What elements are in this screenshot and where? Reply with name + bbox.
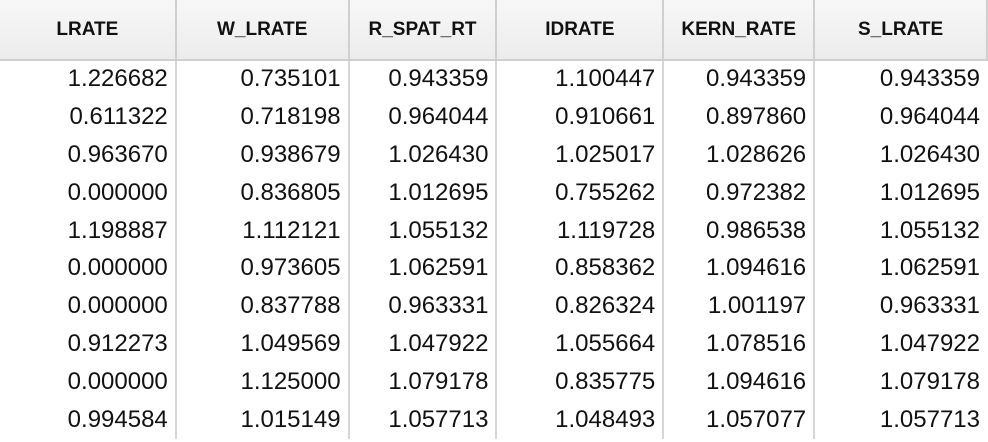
- table-row[interactable]: 0.000000 0.973605 1.062591 0.858362 1.094616…: [0, 249, 987, 288]
- table-cell[interactable]: 0.910661: [496, 97, 665, 136]
- table-cell[interactable]: 0.912273: [0, 325, 177, 364]
- table-cell[interactable]: 0.986538: [663, 211, 816, 250]
- table-cell[interactable]: 1.028626: [663, 135, 816, 174]
- table-cell[interactable]: 1.198887: [0, 211, 177, 250]
- table-cell[interactable]: 1.079178: [879, 368, 980, 396]
- table-body: 1.226682 0.735101 0.943359 1.100447 0.943359…: [0, 60, 987, 439]
- column-header-lrate[interactable]: LRATE: [0, 0, 177, 61]
- table-cell[interactable]: 0.000000: [0, 249, 177, 288]
- table-cell[interactable]: 1.100447: [496, 60, 665, 98]
- table-cell[interactable]: 0.835775: [496, 363, 665, 402]
- column-header-s-lrate[interactable]: S_LRATE: [813, 0, 988, 61]
- table-cell[interactable]: 1.078516: [663, 325, 816, 364]
- table-cell[interactable]: 1.025017: [496, 135, 665, 174]
- table-cell[interactable]: 1.094616: [663, 249, 816, 288]
- table-cell[interactable]: 0.000000: [0, 173, 177, 212]
- table-cell[interactable]: 0.943359: [879, 65, 980, 93]
- table-cell[interactable]: 1.055664: [496, 325, 665, 364]
- table-cell[interactable]: 1.112121: [175, 211, 350, 250]
- table-cell[interactable]: 1.057077: [663, 401, 816, 439]
- table-cell[interactable]: 1.062591: [348, 249, 498, 288]
- table-cell[interactable]: 0.897860: [663, 97, 816, 136]
- table-cell[interactable]: 0.755262: [496, 173, 665, 212]
- table-cell[interactable]: 1.094616: [663, 363, 816, 402]
- table-cell[interactable]: 0.994584: [0, 401, 177, 439]
- table-cell[interactable]: 1.119728: [496, 211, 665, 250]
- table-cell[interactable]: 1.047922: [879, 330, 980, 358]
- table-cell[interactable]: 1.226682: [0, 60, 177, 98]
- table-cell[interactable]: 1.012695: [348, 173, 498, 212]
- table-row[interactable]: 1.226682 0.735101 0.943359 1.100447 0.943359…: [0, 60, 987, 98]
- header-row: LRATE W_LRATE R_SPAT_RT IDRATE KERN_RATE…: [0, 0, 988, 61]
- table-cell[interactable]: 1.055132: [879, 216, 980, 244]
- column-header-idrate[interactable]: IDRATE: [495, 0, 665, 61]
- table-row[interactable]: 0.611322 0.718198 0.964044 0.910661 0.897860…: [0, 97, 987, 136]
- table-cell[interactable]: 0.000000: [0, 363, 177, 402]
- table-row[interactable]: 0.994584 1.015149 1.057713 1.048493 1.057077…: [0, 401, 987, 439]
- table-cell[interactable]: 0.611322: [0, 97, 177, 136]
- table-cell[interactable]: 0.963670: [0, 135, 177, 174]
- table-row[interactable]: 0.912273 1.049569 1.047922 1.055664 1.078516…: [0, 325, 987, 364]
- table-cell[interactable]: 0.972382: [663, 173, 816, 212]
- table-row[interactable]: 1.198887 1.112121 1.055132 1.119728 0.986538…: [0, 211, 987, 250]
- table-cell[interactable]: 1.015149: [175, 401, 350, 439]
- table-cell[interactable]: 1.055132: [348, 211, 498, 250]
- table-cell[interactable]: 0.943359: [663, 60, 816, 98]
- table-cell[interactable]: 1.057713: [348, 401, 498, 439]
- table-cell[interactable]: 0.964044: [879, 102, 980, 130]
- table-cell[interactable]: 0.735101: [175, 60, 350, 98]
- table-cell[interactable]: 1.049569: [175, 325, 350, 364]
- table-cell[interactable]: 1.079178: [348, 363, 498, 402]
- column-header-kern-rate[interactable]: KERN_RATE: [662, 0, 816, 61]
- table-cell[interactable]: 0.000000: [0, 287, 177, 326]
- table-row[interactable]: 0.000000 1.125000 1.079178 0.835775 1.094616…: [0, 363, 987, 402]
- table-cell[interactable]: 1.047922: [348, 325, 498, 364]
- table-cell[interactable]: 1.062591: [879, 254, 980, 282]
- table-cell[interactable]: 1.057713: [879, 405, 980, 433]
- table-row[interactable]: 0.963670 0.938679 1.026430 1.025017 1.028626…: [0, 135, 987, 174]
- column-header-w-lrate[interactable]: W_LRATE: [174, 0, 350, 61]
- table-cell[interactable]: 0.963331: [879, 292, 980, 320]
- table-cell[interactable]: 0.826324: [496, 287, 665, 326]
- table-cell[interactable]: 1.048493: [496, 401, 665, 439]
- table-header: LRATE W_LRATE R_SPAT_RT IDRATE KERN_RATE…: [0, 0, 988, 61]
- table-cell[interactable]: 1.026430: [348, 135, 498, 174]
- table-cell[interactable]: 0.943359: [348, 60, 498, 98]
- table-cell[interactable]: 1.012695: [879, 178, 980, 206]
- table-cell[interactable]: 1.125000: [175, 363, 350, 402]
- table-cell[interactable]: 0.837788: [175, 287, 350, 326]
- table-cell[interactable]: 0.718198: [175, 97, 350, 136]
- table-row[interactable]: 0.000000 0.836805 1.012695 0.755262 0.972382…: [0, 173, 987, 212]
- table-cell[interactable]: 1.026430: [879, 140, 980, 168]
- column-header-r-spat-rt[interactable]: R_SPAT_RT: [347, 0, 498, 61]
- table-cell[interactable]: 0.963331: [348, 287, 498, 326]
- table-cell[interactable]: 0.964044: [348, 97, 498, 136]
- table-cell[interactable]: 0.836805: [175, 173, 350, 212]
- table-cell[interactable]: 1.001197: [663, 287, 816, 326]
- table-row[interactable]: 0.000000 0.837788 0.963331 0.826324 1.001197…: [0, 287, 987, 326]
- table-cell[interactable]: 0.938679: [175, 135, 350, 174]
- table-cell[interactable]: 0.973605: [175, 249, 350, 288]
- table-cell[interactable]: 0.858362: [496, 249, 665, 288]
